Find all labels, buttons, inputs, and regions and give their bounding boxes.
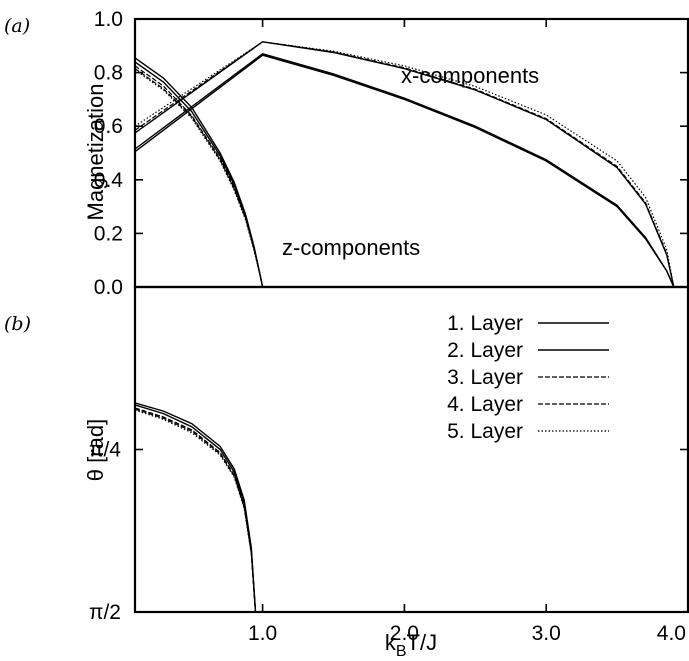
y-tick-label-a: 0.0 [94, 276, 123, 299]
plot-frame-b [133, 285, 689, 614]
legend-label-1: 1. Layer [447, 312, 523, 335]
series-b-layer-3 [134, 407, 257, 613]
legend-label-4: 4. Layer [447, 393, 523, 416]
series-a-z-5 [134, 69, 264, 288]
y-tick-label-b: π/2 [89, 601, 121, 624]
y-tick-label-a: 0.2 [94, 222, 123, 245]
y-axis-label-a: Magnetization [83, 84, 108, 221]
series-a-z-3 [134, 65, 264, 288]
panel-b-plot: π/4 π/2 1.0 2.0 3.0 4.0 [89, 19, 689, 645]
panel-a-plot: 0.0 0.2 0.4 0.6 0.8 1.0 [94, 8, 689, 299]
series-a-x-9 [134, 41, 675, 288]
x-tick-label: 1.0 [248, 622, 277, 645]
series-a-z-2 [134, 61, 264, 288]
series-a-z-1 [134, 57, 264, 288]
annotation-z-components: z-components [282, 235, 420, 260]
legend-label-5: 5. Layer [447, 420, 523, 443]
x-tick-label: 2.0 [390, 622, 419, 645]
series-b-layer-4 [134, 408, 257, 613]
legend-label-2: 2. Layer [447, 339, 523, 362]
series-a-x-7 [134, 53, 675, 288]
legend: 1. Layer 2. Layer 3. Layer 4. Layer 5. Layer [447, 312, 609, 443]
y-tick-label-a: 1.0 [94, 8, 123, 31]
y-axis-label-b: θ [rad] [83, 419, 108, 481]
y-tick-label-a: 0.6 [94, 115, 123, 138]
panel-tag-b: (b) [4, 313, 31, 335]
annotation-x-components: x-components [401, 63, 539, 88]
panel-tag-a: (a) [4, 15, 30, 37]
y-tick-label-b: π/4 [89, 439, 121, 462]
series-a-x-10 [134, 41, 675, 288]
legend-label-3: 3. Layer [447, 366, 523, 389]
y-tick-label-a: 0.4 [94, 169, 124, 192]
series-b-layer-2 [134, 404, 257, 613]
series-b-layer-5 [134, 409, 257, 613]
x-tick-label: 4.0 [657, 622, 686, 645]
y-tick-label-a: 0.8 [94, 62, 123, 85]
x-tick-label: 3.0 [532, 622, 561, 645]
